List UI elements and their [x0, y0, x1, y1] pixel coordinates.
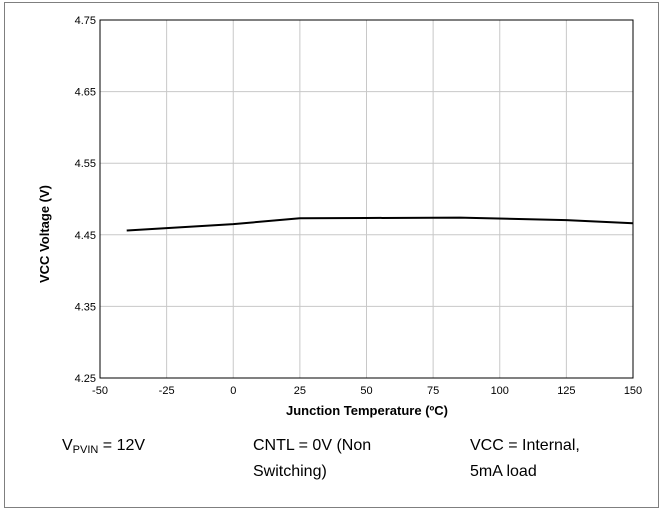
condition-vpvin-symbol: V [62, 437, 73, 454]
y-tick-label: 4.25 [75, 373, 96, 385]
x-tick-labels: -50 -25 0 25 50 75 100 125 150 [92, 385, 642, 397]
condition-cntl-line1: CNTL = 0V (Non [253, 437, 372, 454]
x-tick-label: 25 [294, 385, 306, 397]
grid [99, 19, 634, 379]
x-tick-label: 150 [624, 385, 642, 397]
x-tick-label: -50 [92, 385, 108, 397]
condition-cntl: CNTL = 0V (Non Switching) [253, 433, 371, 485]
condition-cntl-line2: Switching) [253, 463, 327, 480]
y-tick-label: 4.55 [75, 158, 96, 170]
x-tick-label: 75 [427, 385, 439, 397]
condition-vpvin: VPVIN = 12V [62, 433, 145, 459]
condition-vcc-line1: VCC = Internal, [470, 437, 580, 454]
condition-vpvin-subscript: PVIN [72, 444, 99, 456]
x-tick-label: 0 [230, 385, 236, 397]
x-tick-label: 100 [491, 385, 509, 397]
series-group [126, 216, 634, 232]
condition-vcc: VCC = Internal, 5mA load [470, 433, 580, 485]
figure-frame [4, 2, 659, 508]
y-tick-label: 4.75 [75, 15, 96, 27]
x-tick-label: -25 [159, 385, 175, 397]
plot-area [99, 19, 634, 379]
y-tick-label: 4.65 [75, 87, 96, 99]
y-axis-label: VCC Voltage (V) [37, 185, 52, 283]
x-tick-label: 125 [557, 385, 575, 397]
condition-vcc-line2: 5mA load [470, 463, 537, 480]
condition-vpvin-value: = 12V [98, 437, 146, 454]
y-tick-label: 4.35 [75, 301, 96, 313]
y-tick-labels: 4.25 4.35 4.45 4.55 4.65 4.75 [75, 15, 96, 385]
x-tick-label: 50 [360, 385, 372, 397]
y-tick-label: 4.45 [75, 230, 96, 242]
series-line-0 [126, 216, 634, 232]
x-axis-label: Junction Temperature (ºC) [286, 403, 448, 418]
